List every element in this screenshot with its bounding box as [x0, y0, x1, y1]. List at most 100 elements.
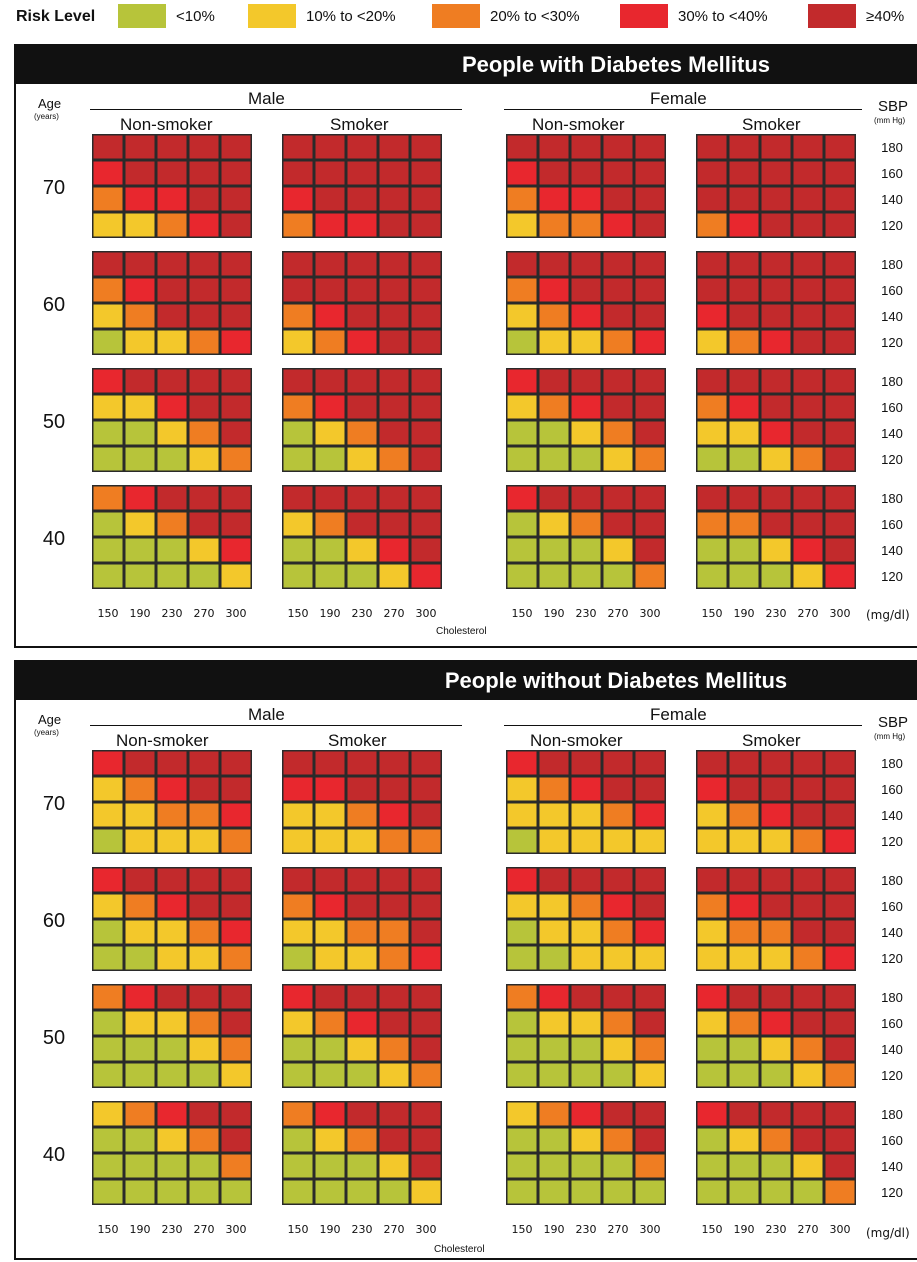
heatmap-cell — [411, 1180, 441, 1204]
heatmap-cell — [379, 538, 409, 562]
heatmap-cell — [315, 447, 345, 471]
heatmap-cell — [221, 1102, 251, 1126]
heatmap-cell — [697, 421, 727, 445]
heatmap-cell — [125, 868, 155, 892]
heatmap-cell — [315, 829, 345, 853]
heatmap-cell — [793, 1063, 823, 1087]
heatmap-cell — [761, 1180, 791, 1204]
heatmap-cell — [157, 868, 187, 892]
heatmap-cell — [635, 868, 665, 892]
heatmap-cell — [93, 252, 123, 276]
heatmap-cell — [315, 946, 345, 970]
heatmap-cell — [793, 369, 823, 393]
heatmap-cell — [93, 1011, 123, 1035]
heatmap-cell — [793, 1154, 823, 1178]
heatmap-cell — [729, 161, 759, 185]
heatmap-cell — [761, 985, 791, 1009]
heatmap-cell — [157, 278, 187, 302]
male-nonsmoker-label: Non-smoker — [116, 731, 209, 750]
heatmap-cell — [697, 829, 727, 853]
heatmap-cell — [189, 777, 219, 801]
heatmap-cell — [539, 1128, 569, 1152]
heatmap-cell — [125, 920, 155, 944]
heatmap-cell — [571, 486, 601, 510]
heatmap-cell — [603, 512, 633, 536]
heatmap-cell — [793, 330, 823, 354]
heatmap-cell — [157, 421, 187, 445]
heatmap-cell — [157, 564, 187, 588]
heatmap-cell — [729, 946, 759, 970]
female-label: Female — [650, 705, 707, 724]
heatmap-cell — [761, 421, 791, 445]
heatmap-cell — [697, 330, 727, 354]
heatmap-cell — [315, 538, 345, 562]
heatmap-cell — [125, 1154, 155, 1178]
male-label: Male — [248, 89, 285, 108]
heatmap-cell — [793, 868, 823, 892]
heatmap-cell — [411, 369, 441, 393]
age-unit: (years) — [34, 112, 59, 121]
heatmap-cell — [379, 135, 409, 159]
heatmap-cell — [635, 304, 665, 328]
cholesterol-tick: 190 — [734, 607, 755, 620]
heatmap-cell — [283, 538, 313, 562]
heatmap-cell — [347, 187, 377, 211]
heatmap-cell — [729, 985, 759, 1009]
heatmap-cell — [379, 213, 409, 237]
heatmap-cell — [793, 1102, 823, 1126]
heatmap-cell — [571, 868, 601, 892]
heatmap-cell — [697, 946, 727, 970]
sbp-tick: 180 — [881, 374, 903, 389]
heatmap-cell — [697, 369, 727, 393]
heatmap-cell — [539, 447, 569, 471]
heatmap-cell — [189, 1154, 219, 1178]
female-label: Female — [650, 89, 707, 108]
heatmap-cell — [283, 894, 313, 918]
heatmap-cell — [825, 920, 855, 944]
heatmap-cell — [411, 187, 441, 211]
heatmap-cell — [315, 1063, 345, 1087]
heatmap-cell — [603, 1011, 633, 1035]
heatmap-cell — [571, 395, 601, 419]
heatmap-cell — [603, 803, 633, 827]
sbp-tick: 180 — [881, 140, 903, 155]
heatmap-grid: 70 180 160 140 120 60 180 160 140 120 50 180 160 140 1… — [43, 134, 903, 620]
male-rule — [90, 725, 462, 726]
heatmap-cell — [93, 161, 123, 185]
heatmap-cell — [825, 304, 855, 328]
age-label: 40 — [43, 528, 65, 550]
heatmap-cell — [697, 1063, 727, 1087]
heatmap-cell — [379, 751, 409, 775]
heatmap-cell — [379, 777, 409, 801]
age-label: 60 — [43, 910, 65, 932]
heatmap-cell — [283, 369, 313, 393]
heatmap-cell — [221, 920, 251, 944]
sbp-header: SBP — [878, 714, 909, 731]
heatmap-cell — [221, 946, 251, 970]
heatmap-cell — [93, 187, 123, 211]
heatmap-cell — [411, 486, 441, 510]
heatmap-cell — [603, 777, 633, 801]
heatmap-cell — [793, 1128, 823, 1152]
heatmap-cell — [635, 1063, 665, 1087]
heatmap-cell — [761, 1063, 791, 1087]
heatmap-cell — [347, 564, 377, 588]
heatmap-cell — [697, 486, 727, 510]
heatmap-cell — [761, 803, 791, 827]
cholesterol-tick: 300 — [830, 607, 851, 620]
heatmap-cell — [379, 894, 409, 918]
heatmap-cell — [189, 803, 219, 827]
heatmap-cell — [93, 985, 123, 1009]
heatmap-cell — [411, 1128, 441, 1152]
male-label: Male — [248, 705, 285, 724]
heatmap-cell — [93, 512, 123, 536]
heatmap-cell — [125, 135, 155, 159]
heatmap-cell — [761, 161, 791, 185]
heatmap-cell — [507, 304, 537, 328]
heatmap-cell — [539, 135, 569, 159]
heatmap-cell — [603, 278, 633, 302]
sbp-tick: 180 — [881, 257, 903, 272]
heatmap-cell — [697, 564, 727, 588]
cholesterol-label: Cholesterol — [436, 626, 487, 637]
legend-swatch — [808, 4, 856, 28]
